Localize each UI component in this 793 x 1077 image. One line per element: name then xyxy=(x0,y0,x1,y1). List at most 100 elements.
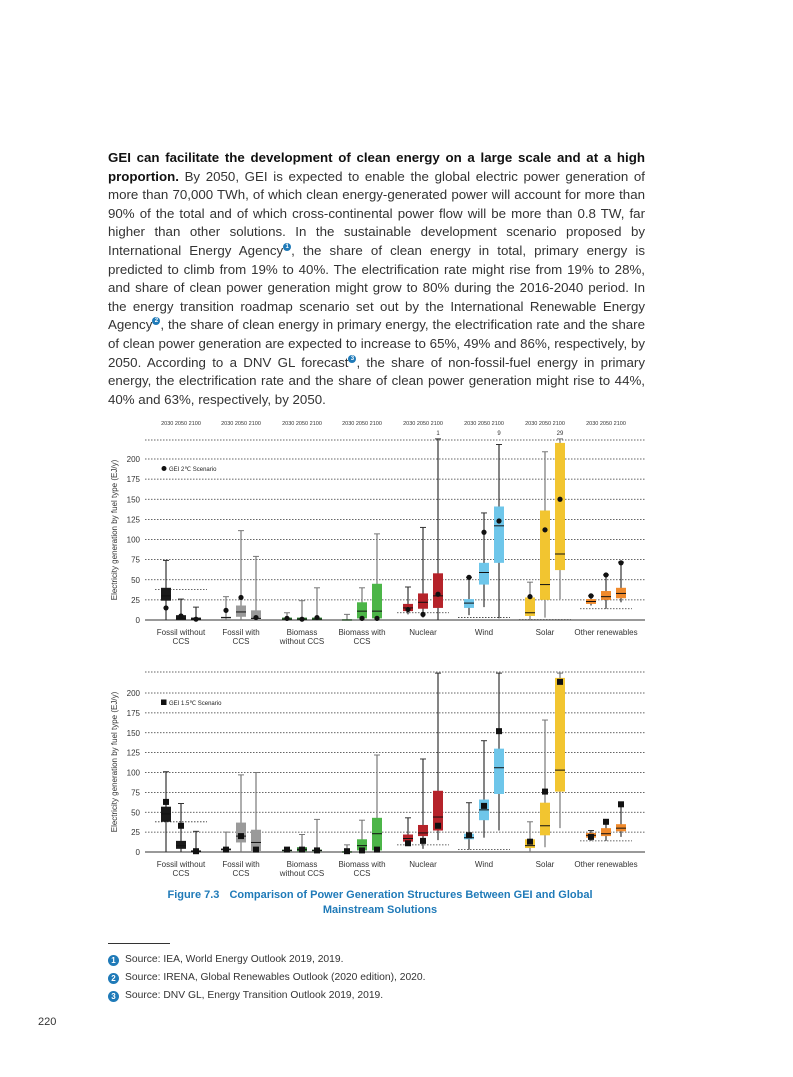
scenario-marker-circle xyxy=(253,614,259,621)
category-label: CCS xyxy=(354,869,371,878)
category-label: Nuclear xyxy=(409,628,437,637)
y-axis-title: Electricity generation by fuel type (EJ/… xyxy=(110,691,119,832)
scenario-marker-square xyxy=(466,832,472,839)
category-label: Wind xyxy=(475,860,493,869)
paragraph-text: , the share of clean energy in total, pr… xyxy=(108,242,645,333)
paragraph-text: , the share of clean energy in primary e… xyxy=(108,317,645,370)
y-tick-label: 0 xyxy=(136,848,141,857)
box xyxy=(236,822,246,843)
legend-label: GEI 2℃ Scenario xyxy=(169,467,217,473)
footnote-1: 1 Source: IEA, World Energy Outlook 2019,… xyxy=(108,954,343,966)
box xyxy=(494,748,504,794)
scenario-marker-circle xyxy=(527,594,533,600)
figure-number: Figure 7.3 xyxy=(167,889,220,901)
y-tick-label: 50 xyxy=(131,808,140,817)
scenario-marker-circle xyxy=(405,606,411,613)
footnote-ref-1[interactable]: 1 xyxy=(283,242,292,251)
scenario-marker-square xyxy=(163,798,169,805)
box xyxy=(251,829,261,852)
box xyxy=(601,828,611,837)
category-label: Fossil with xyxy=(222,860,259,869)
scenario-marker-circle xyxy=(603,572,609,578)
category-label: CCS xyxy=(233,637,250,646)
box xyxy=(494,506,504,563)
box xyxy=(555,677,565,792)
category-label: Fossil without xyxy=(157,628,206,637)
footnote-text: Source: IEA, World Energy Outlook 2019, … xyxy=(125,954,344,965)
scenario-marker-square xyxy=(193,848,199,855)
scenario-marker-square xyxy=(344,848,350,855)
y-tick-label: 25 xyxy=(131,596,140,605)
paragraph-text: , the share of non-fossil-fuel energy in… xyxy=(108,354,646,407)
category-label: without CCS xyxy=(279,869,324,878)
year-header: 2030 2050 2100 xyxy=(403,421,443,427)
scenario-marker-square xyxy=(238,833,244,840)
box xyxy=(479,562,489,585)
box xyxy=(540,510,550,600)
y-tick-label: 0 xyxy=(136,616,141,625)
y-tick-label: 200 xyxy=(127,455,141,464)
box xyxy=(418,824,428,837)
scenario-marker-circle xyxy=(374,615,380,621)
category-label: CCS xyxy=(173,869,190,878)
category-label: CCS xyxy=(233,869,250,878)
scenario-marker-square xyxy=(542,788,548,795)
box xyxy=(601,591,611,600)
box xyxy=(176,840,186,849)
footnote-divider xyxy=(108,943,170,944)
box xyxy=(433,790,443,831)
category-label: Solar xyxy=(536,628,555,637)
year-header: 2030 2050 2100 xyxy=(586,421,626,427)
outlier-count: 9 xyxy=(497,431,501,437)
scenario-marker-square xyxy=(557,678,563,685)
category-label: Biomass xyxy=(287,628,318,637)
scenario-marker-circle xyxy=(193,616,199,622)
outlier-count: 29 xyxy=(557,431,564,437)
footnote-ref-2[interactable]: 2 xyxy=(152,317,161,326)
scenario-marker-square xyxy=(299,846,305,853)
scenario-marker-circle xyxy=(178,613,184,619)
footnote-text: Source: IRENA, Global Renewables Outlook… xyxy=(125,972,426,983)
scenario-marker-square xyxy=(420,837,426,844)
box xyxy=(372,583,382,619)
paragraph-lead: GEI can facilitate the development of cl… xyxy=(108,150,645,184)
category-label: Solar xyxy=(536,860,555,869)
scenario-marker-circle xyxy=(557,496,563,502)
box xyxy=(236,605,246,617)
footnote-ref-3[interactable]: 3 xyxy=(348,354,357,363)
y-tick-label: 50 xyxy=(131,576,140,585)
y-tick-label: 150 xyxy=(127,729,141,738)
scenario-marker-square xyxy=(223,846,229,853)
box xyxy=(357,602,367,619)
scenario-marker-circle xyxy=(163,605,169,611)
scenario-marker-circle xyxy=(238,594,244,601)
year-header: 2030 2050 2100 xyxy=(525,421,565,427)
figure-caption: Figure 7.3 Comparison of Power Generation… xyxy=(150,888,610,918)
year-header: 2030 2050 2100 xyxy=(282,421,322,427)
scenario-marker-square xyxy=(374,846,380,853)
box xyxy=(555,442,565,571)
figure-title: Comparison of Power Generation Structure… xyxy=(229,889,593,916)
year-header: 2030 2050 2100 xyxy=(221,421,261,427)
category-label: Fossil without xyxy=(157,860,206,869)
scenario-marker-circle xyxy=(420,611,426,617)
scenario-marker-circle xyxy=(359,615,365,621)
category-label: Wind xyxy=(475,628,493,637)
box xyxy=(161,587,171,601)
scenario-marker-circle xyxy=(314,614,320,621)
year-header: 2030 2050 2100 xyxy=(464,421,504,427)
box xyxy=(433,573,443,608)
category-label: Fossil with xyxy=(222,628,259,637)
y-axis-title: Electricity generation by fuel type (EJ/… xyxy=(110,459,119,600)
scenario-marker-circle xyxy=(466,574,472,580)
footnote-marker: 1 xyxy=(108,955,119,966)
y-tick-label: 75 xyxy=(131,556,140,565)
scenario-marker-circle xyxy=(588,593,594,599)
scenario-marker-square xyxy=(588,833,594,840)
category-label: Biomass xyxy=(287,860,318,869)
y-tick-label: 200 xyxy=(127,689,141,698)
box xyxy=(418,593,428,609)
category-label: without CCS xyxy=(279,637,324,646)
paragraph-text: By 2050, GEI is expected to enable the g… xyxy=(108,168,645,258)
scenario-marker-square xyxy=(603,818,609,825)
